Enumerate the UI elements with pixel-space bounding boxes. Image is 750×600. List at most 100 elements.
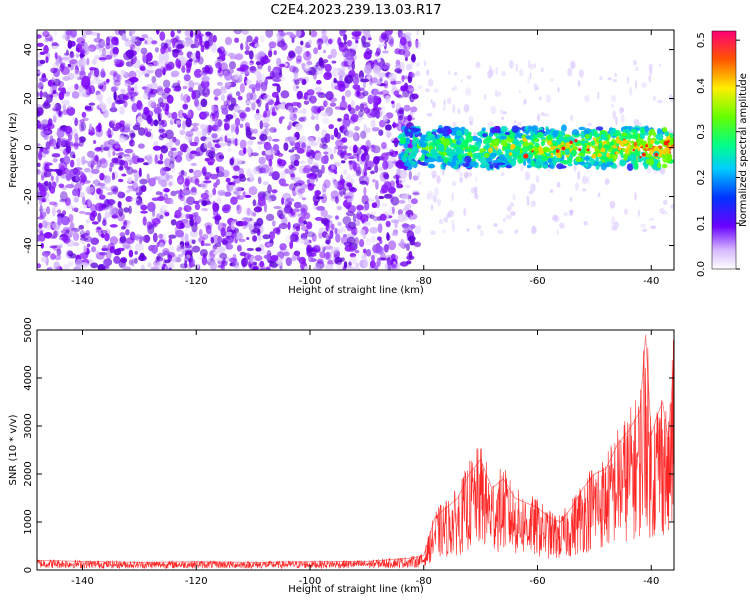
- heatmap-cell: [423, 60, 427, 67]
- heatmap-cell: [335, 233, 341, 243]
- heatmap-cell: [187, 110, 191, 119]
- heatmap-cell: [293, 201, 302, 209]
- heatmap-cell: [236, 191, 240, 200]
- heatmap-cell: [136, 100, 143, 110]
- heatmap-cell: [339, 30, 346, 37]
- heatmap-cell: [217, 69, 221, 73]
- heatmap-cell: [475, 176, 478, 183]
- heatmap-cell: [129, 76, 139, 83]
- heatmap-cell: [164, 266, 168, 270]
- heatmap-cell: [122, 241, 131, 249]
- heatmap-cell: [235, 187, 245, 192]
- heatmap-cell: [373, 109, 383, 118]
- heatmap-cell: [134, 242, 144, 252]
- heatmap-cell: [633, 141, 638, 147]
- heatmap-cell: [367, 94, 374, 105]
- heatmap-cell: [360, 229, 366, 235]
- heatmap-cell: [376, 47, 381, 56]
- heatmap-cell: [323, 72, 332, 80]
- heatmap-cell: [359, 103, 365, 112]
- heatmap-cell: [138, 127, 146, 136]
- heatmap-cell: [164, 212, 170, 217]
- heatmap-cell: [236, 138, 241, 145]
- heatmap-cell: [630, 140, 635, 144]
- heatmap-cell: [209, 173, 219, 180]
- heatmap-cell: [218, 73, 223, 78]
- heatmap-cell: [269, 231, 275, 241]
- heatmap-cell: [132, 141, 136, 146]
- heatmap-cell: [45, 56, 49, 64]
- heatmap-cell: [213, 251, 218, 255]
- heatmap-cell: [88, 102, 96, 106]
- heatmap-cell: [322, 117, 330, 124]
- heatmap-y-axis-label: Frequency (Hz): [8, 112, 19, 188]
- heatmap-cell: [549, 163, 554, 169]
- heatmap-cell: [456, 159, 464, 163]
- heatmap-cell: [607, 133, 611, 140]
- heatmap-cell: [662, 199, 668, 205]
- heatmap-cell: [318, 231, 323, 239]
- heatmap-cell: [190, 162, 198, 167]
- heatmap-cell: [178, 51, 184, 56]
- heatmap-cell: [323, 49, 326, 54]
- heatmap-cell: [399, 32, 407, 38]
- heatmap-cell: [157, 196, 165, 202]
- heatmap-cell: [118, 190, 122, 199]
- heatmap-cell: [214, 96, 219, 101]
- heatmap-cell: [236, 195, 245, 200]
- heatmap-cell: [498, 154, 506, 162]
- heatmap-cell: [370, 77, 379, 84]
- heatmap-cell: [37, 263, 41, 269]
- heatmap-cell: [124, 156, 132, 161]
- heatmap-cell: [321, 112, 331, 116]
- heatmap-cell: [567, 67, 573, 77]
- heatmap-cell: [37, 234, 42, 242]
- heatmap-cell: [79, 53, 86, 58]
- heatmap-cell: [249, 66, 257, 72]
- heatmap-cell: [290, 211, 295, 216]
- heatmap-cell: [331, 60, 337, 64]
- heatmap-cell: [246, 168, 252, 177]
- heatmap-cell: [170, 147, 177, 151]
- heatmap-cell: [252, 199, 257, 207]
- heatmap-cell: [640, 223, 646, 228]
- heatmap-cell: [228, 184, 238, 193]
- heatmap-cell: [595, 126, 604, 131]
- heatmap-cell: [291, 231, 299, 237]
- heatmap-cell: [131, 87, 135, 92]
- heatmap-cell: [394, 48, 402, 55]
- heatmap-cell: [365, 237, 372, 246]
- heatmap-cell: [287, 221, 291, 230]
- heatmap-cell: [214, 242, 222, 248]
- heatmap-cell: [193, 211, 199, 217]
- heatmap-cell: [425, 88, 430, 93]
- heatmap-cell: [205, 224, 212, 235]
- heatmap-cell: [298, 256, 306, 265]
- heatmap-cell: [194, 203, 201, 211]
- heatmap-cell: [410, 198, 418, 205]
- heatmap-cell: [301, 63, 306, 67]
- heatmap-cell: [170, 70, 180, 78]
- heatmap-cell: [466, 228, 470, 232]
- heatmap-cell: [337, 37, 342, 46]
- heatmap-cell: [403, 44, 407, 52]
- heatmap-cell: [46, 198, 51, 203]
- heatmap-cell: [81, 111, 87, 118]
- heatmap-cell: [501, 116, 505, 121]
- heatmap-cell: [134, 36, 142, 47]
- heatmap-x-tick-label: -80: [416, 276, 432, 287]
- heatmap-cell: [78, 138, 84, 147]
- heatmap-cell: [510, 159, 517, 167]
- heatmap-cell: [400, 85, 407, 92]
- heatmap-cell: [177, 80, 181, 86]
- heatmap-cell: [260, 88, 266, 95]
- heatmap-cell: [130, 38, 138, 43]
- heatmap-cell: [414, 40, 422, 50]
- heatmap-y-tick-label: -40: [23, 237, 34, 253]
- heatmap-cell: [412, 192, 420, 196]
- heatmap-cell: [443, 216, 449, 223]
- heatmap-cell: [203, 180, 212, 184]
- heatmap-cell: [343, 60, 349, 68]
- heatmap-cell: [199, 249, 208, 257]
- heatmap-cell: [395, 102, 401, 111]
